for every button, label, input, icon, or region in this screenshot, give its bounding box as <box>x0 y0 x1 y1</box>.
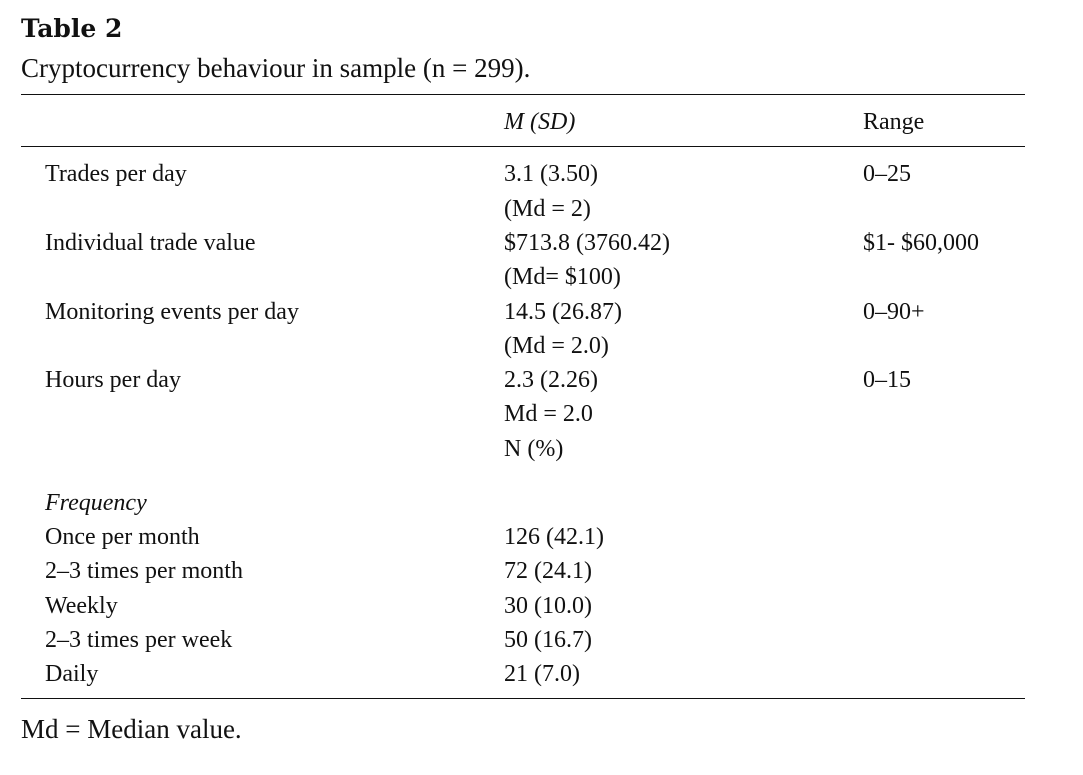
row-median-monitoring-events: (Md = 2.0) <box>504 333 609 359</box>
table-label: Table 2 <box>21 14 123 43</box>
frequency-label-2-3-per-week: 2–3 times per week <box>45 627 233 653</box>
row-value-trades-per-day: 3.1 (3.50) <box>504 161 598 187</box>
frequency-value-2-3-per-month: 72 (24.1) <box>504 558 592 584</box>
row-value-individual-trade-value: $713.8 (3760.42) <box>504 230 670 256</box>
row-range-monitoring-events: 0–90+ <box>863 299 925 325</box>
row-median-individual-trade-value: (Md= $100) <box>504 264 621 290</box>
row-label-monitoring-events: Monitoring events per day <box>45 299 299 325</box>
row-median-hours-per-day: Md = 2.0 <box>504 401 593 427</box>
row-n-percent-label: N (%) <box>504 436 564 462</box>
table-footnote: Md = Median value. <box>21 714 242 744</box>
row-range-individual-trade-value: $1- $60,000 <box>863 230 979 256</box>
header-msd: M (SD) <box>504 109 576 135</box>
frequency-label-once-per-month: Once per month <box>45 524 200 550</box>
row-range-trades-per-day: 0–25 <box>863 161 911 187</box>
header-rule <box>21 146 1025 147</box>
frequency-label-weekly: Weekly <box>45 593 118 619</box>
frequency-label-2-3-per-month: 2–3 times per month <box>45 558 243 584</box>
bottom-rule <box>21 698 1025 699</box>
top-rule <box>21 94 1025 95</box>
row-label-individual-trade-value: Individual trade value <box>45 230 256 256</box>
row-label-trades-per-day: Trades per day <box>45 161 187 187</box>
row-value-monitoring-events: 14.5 (26.87) <box>504 299 622 325</box>
frequency-value-2-3-per-week: 50 (16.7) <box>504 627 592 653</box>
row-median-trades-per-day: (Md = 2) <box>504 196 591 222</box>
frequency-value-weekly: 30 (10.0) <box>504 593 592 619</box>
frequency-value-once-per-month: 126 (42.1) <box>504 524 604 550</box>
header-range: Range <box>863 109 925 135</box>
frequency-heading: Frequency <box>45 490 147 516</box>
row-value-hours-per-day: 2.3 (2.26) <box>504 367 598 393</box>
frequency-label-daily: Daily <box>45 661 99 687</box>
row-label-hours-per-day: Hours per day <box>45 367 181 393</box>
row-range-hours-per-day: 0–15 <box>863 367 911 393</box>
frequency-value-daily: 21 (7.0) <box>504 661 580 687</box>
table-caption: Cryptocurrency behaviour in sample (n = … <box>21 53 531 83</box>
